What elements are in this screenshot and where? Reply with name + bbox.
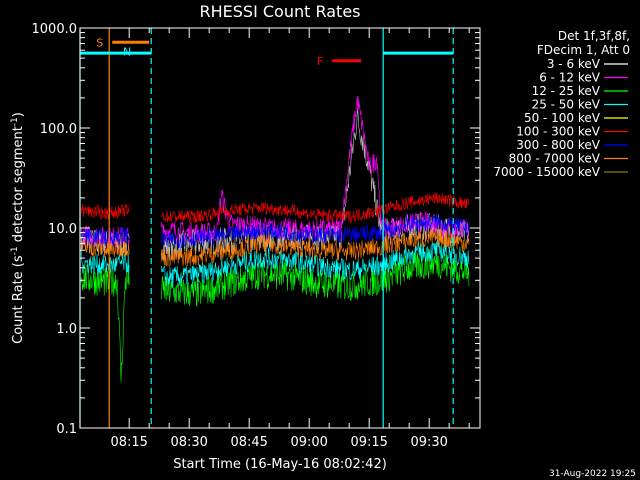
y-axis-label: Count Rate (s-1 detector segment-1) xyxy=(10,112,26,344)
x-tick-label: 08:45 xyxy=(230,435,267,450)
legend-label: 50 - 100 keV xyxy=(524,111,601,125)
x-tick-label: 08:15 xyxy=(110,435,147,450)
legend-label: 100 - 300 keV xyxy=(516,125,600,139)
axes-group: 0.1 1.0 10.0 100.0 1000.0 08:15 08:30 08:45 09:0… xyxy=(32,22,481,450)
ylabel-close: ) xyxy=(11,112,26,117)
marker-N: N xyxy=(123,46,131,59)
y-tick-label: 0.1 xyxy=(56,422,77,437)
y-tick-label: 10.0 xyxy=(48,222,77,237)
series-s100_300 xyxy=(80,192,470,224)
legend-label: 25 - 50 keV xyxy=(532,98,601,112)
series-s25_50 xyxy=(80,239,470,288)
x-tick-label: 09:15 xyxy=(350,435,387,450)
series-s800_7000 xyxy=(80,228,470,268)
marker-S: S xyxy=(96,36,103,49)
legend-label: 800 - 7000 keV xyxy=(509,152,601,166)
legend-label: 12 - 25 keV xyxy=(532,84,601,98)
legend-label: 6 - 12 keV xyxy=(539,71,601,85)
series-group xyxy=(80,95,470,382)
x-tick-label: 09:30 xyxy=(410,435,447,450)
y-tick-label: 1000.0 xyxy=(32,22,78,37)
ylabel-sup: -1 xyxy=(10,246,20,255)
y-tick-label: 1.0 xyxy=(56,322,77,337)
marker-F: F xyxy=(317,55,323,68)
x-axis-label: Start Time (16-May-16 08:02:42) xyxy=(173,457,387,472)
ylabel-tail: detector segment xyxy=(11,126,26,246)
ylabel-sup2: -1 xyxy=(10,117,20,126)
chart-title: RHESSI Count Rates xyxy=(200,2,361,21)
ylabel-main: Count Rate (s xyxy=(11,255,26,344)
x-tick-label: 08:30 xyxy=(170,435,207,450)
series-s12_25 xyxy=(80,249,470,382)
x-tick-label: 09:00 xyxy=(290,435,327,450)
legend-header-1: Det 1f,3f,8f, xyxy=(558,29,630,43)
timestamp: 31-Aug-2022 19:25 xyxy=(549,469,636,479)
y-tick-label: 100.0 xyxy=(40,122,77,137)
legend-label: 3 - 6 keV xyxy=(547,57,601,71)
legend-header-2: FDecim 1, Att 0 xyxy=(537,43,630,57)
legend-label: 7000 - 15000 keV xyxy=(493,165,600,179)
series-s300_800 xyxy=(80,213,470,249)
legend-label: 300 - 800 keV xyxy=(516,138,600,152)
